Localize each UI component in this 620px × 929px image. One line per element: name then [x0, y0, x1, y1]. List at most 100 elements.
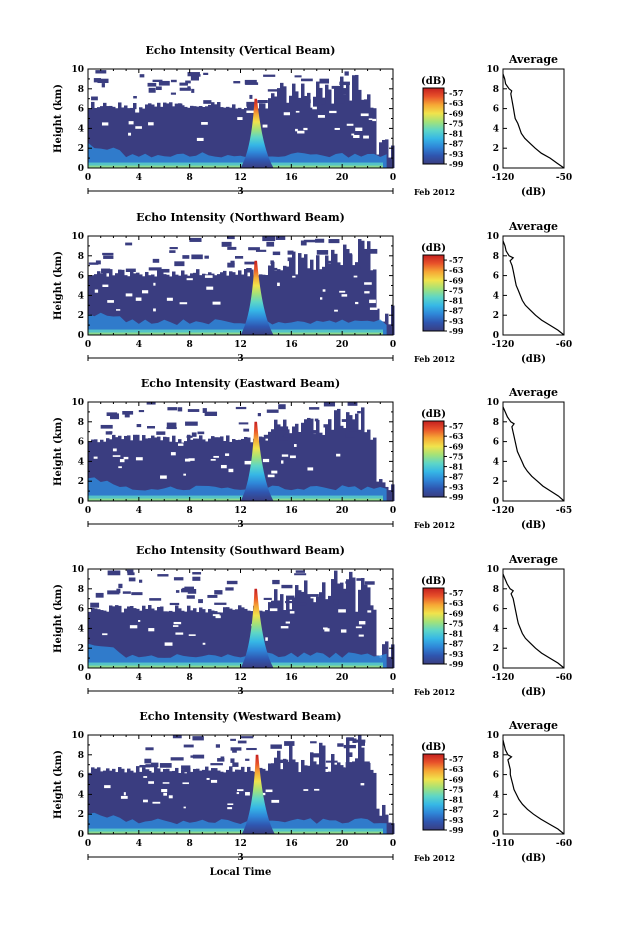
colorbar-tick-label: -99 — [449, 492, 464, 502]
echo-cell — [379, 142, 383, 168]
echo-cell — [128, 577, 136, 582]
echo-cell — [283, 265, 287, 335]
echo-cell — [343, 767, 347, 834]
echo-cell — [333, 599, 339, 605]
y-tick-label: 2 — [78, 477, 84, 487]
echo-cell — [271, 429, 275, 501]
echo-cell — [217, 770, 221, 834]
echo-cell — [301, 591, 305, 668]
echo-cell — [167, 407, 178, 411]
echo-cell — [226, 769, 230, 834]
echo-cell — [262, 437, 266, 501]
echo-cell — [97, 442, 101, 501]
echo-cell — [346, 84, 350, 168]
echo-cell — [349, 571, 353, 668]
colorbar-tick-label: -81 — [449, 129, 463, 139]
echo-cell — [214, 275, 218, 335]
echo-gap — [112, 455, 121, 457]
y-tick-label: 10 — [71, 65, 84, 75]
echo-cell — [88, 772, 92, 834]
echo-cell — [202, 273, 206, 335]
echo-cell — [328, 595, 332, 668]
echo-cell — [115, 108, 119, 168]
x-tick-label: 20 — [336, 340, 349, 350]
colorbar-tick-label: -81 — [449, 296, 463, 306]
echo-cell — [348, 752, 353, 757]
echo-cell — [313, 96, 317, 168]
echo-cell — [271, 600, 275, 668]
profile-x-tick-label: -60 — [556, 340, 572, 350]
echo-cell — [280, 769, 284, 834]
profile-y-tick-label: 8 — [493, 85, 499, 95]
echo-cell — [310, 598, 314, 668]
echo-cell — [337, 262, 341, 335]
echo-cell — [331, 85, 342, 89]
echo-cell — [388, 157, 392, 168]
echo-gap — [148, 122, 154, 126]
echo-cell — [190, 610, 194, 668]
echo-cell — [156, 431, 166, 435]
echo-cell — [272, 251, 281, 256]
echo-cell — [112, 768, 116, 834]
echo-cell — [190, 439, 194, 501]
echo-cell — [223, 772, 227, 834]
echo-cell — [159, 268, 170, 273]
echo-cell — [196, 106, 200, 168]
echo-cell — [196, 74, 201, 77]
echo-cell — [235, 440, 239, 501]
echo-cell — [298, 590, 302, 668]
echo-cell — [352, 577, 356, 668]
echo-cell — [263, 434, 276, 439]
echo-gap — [160, 475, 167, 479]
echo-gap — [355, 301, 359, 305]
echo-cell — [319, 87, 323, 168]
echo-gap — [213, 455, 219, 458]
y-axis-label: Height (km) — [53, 750, 64, 819]
colorbar-tick-label: -93 — [449, 149, 464, 159]
echo-gap — [283, 112, 291, 116]
colorbar — [422, 87, 445, 165]
echo-cell — [337, 762, 341, 834]
echo-cell — [232, 771, 236, 834]
colorbar-tick-label: -81 — [449, 629, 463, 639]
y-tick-label: 6 — [78, 105, 84, 115]
echo-cell — [356, 578, 364, 581]
echo-cell — [160, 106, 164, 168]
echo-cell — [105, 431, 112, 435]
echo-cell — [280, 82, 284, 168]
echo-cell — [154, 766, 158, 834]
x-tick-label: 4 — [136, 340, 142, 350]
echo-cell — [193, 768, 197, 834]
echo-cell — [295, 762, 299, 834]
echo-cell — [322, 582, 326, 668]
echo-cell — [109, 770, 113, 834]
echo-cell — [343, 744, 356, 749]
panel-title: Echo Intensity (Westward Beam) — [139, 710, 341, 723]
echo-gap — [369, 299, 376, 304]
echo-gap — [297, 130, 305, 134]
echo-cell — [227, 246, 237, 250]
profile-y-tick-label: 2 — [493, 810, 499, 820]
echo-gap — [379, 629, 382, 632]
echo-cell — [301, 422, 305, 501]
echo-cell — [185, 421, 198, 426]
echo-gap — [228, 468, 234, 473]
colorbar-tick-label: -81 — [449, 795, 463, 805]
y-tick-label: 0 — [78, 497, 84, 507]
echo-cell — [163, 274, 167, 335]
echo-cell — [244, 608, 248, 668]
echo-gap — [367, 610, 372, 613]
echo-gap — [163, 792, 168, 796]
echo-cell — [90, 602, 100, 608]
echo-gap — [168, 795, 173, 799]
echo-cell — [91, 96, 98, 101]
echo-cell — [310, 769, 316, 772]
echo-cell — [346, 737, 350, 834]
echo-cell — [97, 767, 101, 834]
echo-cell — [355, 413, 359, 501]
echo-cell — [214, 104, 218, 168]
echo-cell — [388, 324, 392, 335]
echo-cell — [151, 274, 155, 335]
echo-cell — [202, 769, 206, 834]
surface-layer — [88, 828, 383, 834]
